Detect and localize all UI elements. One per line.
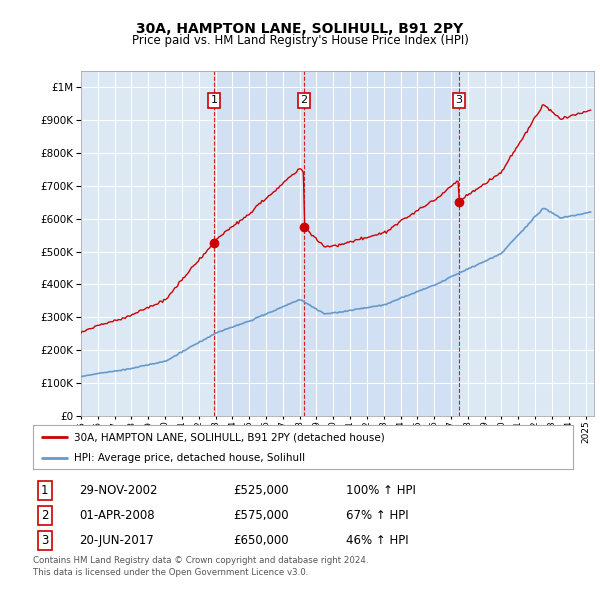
Text: 29-NOV-2002: 29-NOV-2002 xyxy=(79,484,157,497)
Text: 1: 1 xyxy=(211,96,218,106)
Text: 3: 3 xyxy=(455,96,463,106)
Text: 3: 3 xyxy=(41,535,49,548)
Text: 46% ↑ HPI: 46% ↑ HPI xyxy=(346,535,409,548)
Text: Contains HM Land Registry data © Crown copyright and database right 2024.
This d: Contains HM Land Registry data © Crown c… xyxy=(33,556,368,577)
Text: 100% ↑ HPI: 100% ↑ HPI xyxy=(346,484,416,497)
Bar xyxy=(214,71,304,416)
Text: 2: 2 xyxy=(41,509,49,522)
Text: 2: 2 xyxy=(300,96,307,106)
Text: 30A, HAMPTON LANE, SOLIHULL, B91 2PY (detached house): 30A, HAMPTON LANE, SOLIHULL, B91 2PY (de… xyxy=(74,432,384,442)
Text: HPI: Average price, detached house, Solihull: HPI: Average price, detached house, Soli… xyxy=(74,453,305,463)
Text: £525,000: £525,000 xyxy=(233,484,289,497)
Text: 30A, HAMPTON LANE, SOLIHULL, B91 2PY: 30A, HAMPTON LANE, SOLIHULL, B91 2PY xyxy=(136,22,464,37)
Text: £650,000: £650,000 xyxy=(233,535,289,548)
Text: 20-JUN-2017: 20-JUN-2017 xyxy=(79,535,154,548)
Text: 01-APR-2008: 01-APR-2008 xyxy=(79,509,155,522)
Text: Price paid vs. HM Land Registry's House Price Index (HPI): Price paid vs. HM Land Registry's House … xyxy=(131,34,469,47)
Text: £575,000: £575,000 xyxy=(233,509,289,522)
Bar xyxy=(304,71,459,416)
Text: 1: 1 xyxy=(41,484,49,497)
Text: 67% ↑ HPI: 67% ↑ HPI xyxy=(346,509,409,522)
